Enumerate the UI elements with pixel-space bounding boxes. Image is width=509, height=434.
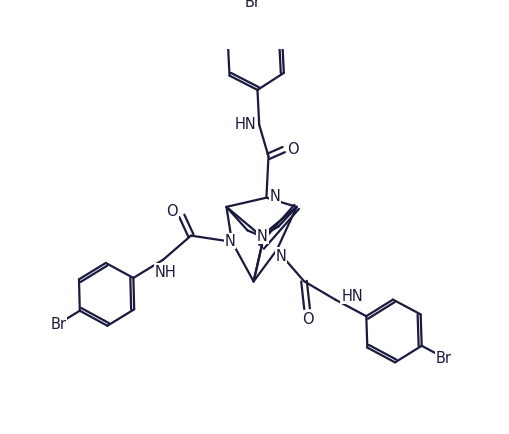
Text: Br: Br	[435, 350, 451, 365]
Text: Br: Br	[50, 317, 66, 332]
Text: N: N	[257, 228, 267, 243]
Text: O: O	[166, 204, 178, 219]
Text: NH: NH	[154, 264, 176, 279]
Text: O: O	[287, 142, 299, 157]
Text: HN: HN	[341, 288, 362, 303]
Text: N: N	[224, 234, 235, 249]
Text: N: N	[275, 248, 286, 263]
Text: Br: Br	[245, 0, 261, 10]
Text: O: O	[301, 311, 313, 326]
Text: HN: HN	[234, 117, 256, 132]
Text: N: N	[269, 188, 280, 204]
